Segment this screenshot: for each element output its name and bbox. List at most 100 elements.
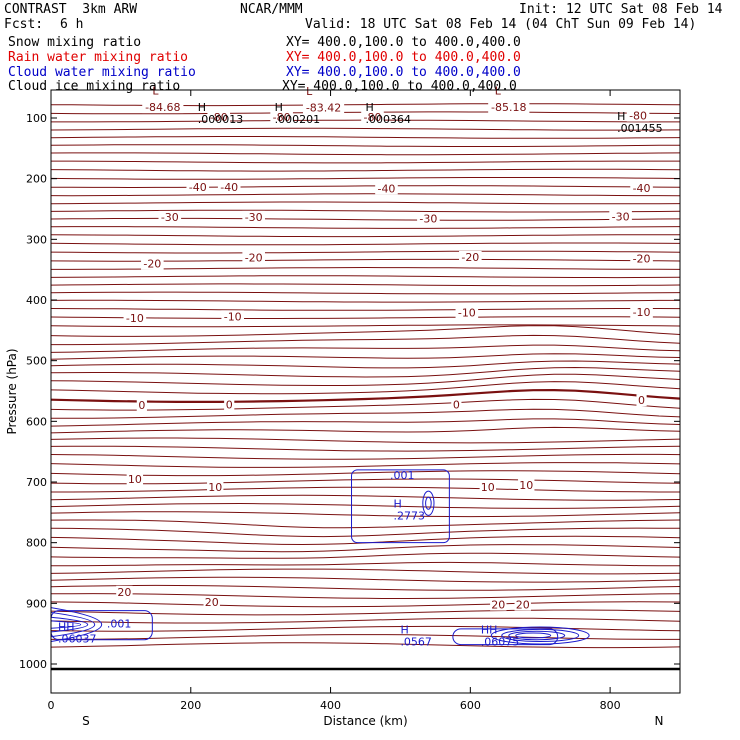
label-background [158, 210, 182, 223]
temperature-contour-line [50, 299, 680, 303]
label-background [626, 109, 650, 122]
temperature-contour-line [50, 544, 681, 553]
temperature-label: -40 [633, 182, 651, 195]
temperature-contour-line [50, 136, 681, 139]
temperature-contour-line [50, 568, 681, 575]
temperature-contour-line [50, 193, 681, 197]
extremum-value: .001 [390, 469, 415, 482]
cloud-water-contour [501, 628, 580, 643]
temperature-contour-line [50, 226, 681, 229]
temperature-label: -10 [224, 310, 242, 323]
extremum-value: .06075 [481, 636, 519, 649]
temperature-contour-line [50, 593, 681, 599]
extremum-marker: H [366, 101, 374, 114]
temperature-contour-line [50, 625, 681, 632]
temperature-label: -80 [629, 110, 647, 123]
temperature-contour-line [50, 381, 681, 395]
center-title: NCAR/MMM [240, 2, 303, 17]
temperature-label: -20 [245, 252, 263, 265]
temperature-contour-line [51, 486, 680, 493]
temperature-contour-line [50, 453, 681, 460]
label-background [116, 585, 133, 598]
extremum-value: .000013 [198, 113, 244, 126]
temperature-label: -10 [126, 312, 144, 325]
temperature-contour-line [50, 527, 681, 538]
extremum-marker: H [617, 110, 625, 123]
temperature-contour-line [50, 209, 681, 213]
y-tick-label: 100 [26, 112, 47, 125]
temperature-contour-line [50, 344, 681, 353]
temperature-contour-line [50, 127, 681, 131]
label-background [479, 480, 497, 493]
x-tick-label: 800 [600, 699, 621, 712]
temperature-contour-line [50, 462, 681, 468]
temperature-label: -30 [245, 211, 263, 224]
temperature-contour-line [50, 418, 681, 427]
x-axis-title: Distance (km) [323, 714, 407, 728]
temperature-contour-line [50, 511, 681, 518]
temperature-contour-line [50, 168, 681, 172]
label-background [224, 398, 235, 411]
temperature-contour-line [50, 398, 681, 411]
extremum-marker: H [275, 101, 283, 114]
label-background [375, 182, 398, 195]
x-tick-label: 0 [48, 699, 55, 712]
forecast-value: 6 h [60, 17, 84, 32]
temperature-label: 20 [205, 596, 219, 609]
temperature-contour-line [50, 388, 681, 403]
cloud-water-contour [351, 469, 450, 544]
temperature-contour-line [50, 609, 681, 616]
temperature-contour-line [50, 201, 681, 205]
label-background [221, 310, 245, 323]
label-background [136, 398, 147, 411]
temperature-label: 20 [491, 599, 505, 612]
label-background [609, 210, 632, 223]
y-tick-label: 500 [26, 355, 47, 368]
y-tick-label: 1000 [19, 658, 47, 671]
cloud-water-contour [50, 611, 96, 638]
label-background [126, 472, 144, 485]
temperature-label: -84.68 [145, 101, 180, 114]
temperature-contour-line [50, 152, 681, 156]
y-tick-label: 600 [26, 415, 47, 428]
label-background [455, 306, 479, 319]
field-snow-xy: XY= 400.0,100.0 to 400.0,400.0 [286, 35, 521, 50]
y-tick-label: 800 [26, 537, 47, 550]
temperature-contour-line [50, 552, 681, 559]
temperature-contour-line [51, 561, 680, 567]
label-background [141, 257, 164, 270]
temperature-contour-line [50, 234, 680, 238]
label-background [451, 398, 462, 411]
label-background [207, 480, 224, 493]
temperature-contour-line [50, 494, 681, 501]
north-label: N [655, 714, 664, 728]
extremum-marker: H [198, 101, 206, 114]
label-background [302, 101, 345, 114]
valid-time: Valid: 18 UTC Sat 08 Feb 14 (04 ChT Sun … [305, 17, 697, 32]
temperature-contour-line [50, 366, 681, 378]
temperature-label: -85.18 [491, 101, 526, 114]
temperature-contour-line [50, 437, 681, 444]
label-background [203, 596, 220, 609]
x-tick-label: 400 [320, 699, 341, 712]
label-background [490, 598, 507, 611]
temperature-label: 20 [117, 586, 131, 599]
plot-frame [50, 89, 681, 694]
contour-labels: -84.68 -83.42 -85.18-80 -80 -80 -80-40 -40 -40-… [58, 84, 663, 648]
extremum-marker: HH [58, 621, 75, 634]
cloud-water-contour [50, 616, 88, 633]
temperature-label: -20 [461, 251, 479, 264]
temperature-contour-line [50, 250, 681, 254]
label-background [636, 394, 647, 407]
temperature-contour-line [50, 373, 681, 386]
temperature-contour-line [50, 217, 681, 221]
label-background [417, 212, 440, 225]
label-background [518, 479, 535, 492]
temperature-contour-line [51, 408, 681, 419]
temperature-contour-line [50, 185, 681, 189]
temperature-contour-line [50, 242, 681, 246]
y-tick-label: 200 [26, 173, 47, 186]
temperature-contour-line [51, 334, 681, 346]
temperature-contour-line [50, 316, 681, 319]
extremum-value: .000364 [366, 113, 412, 126]
